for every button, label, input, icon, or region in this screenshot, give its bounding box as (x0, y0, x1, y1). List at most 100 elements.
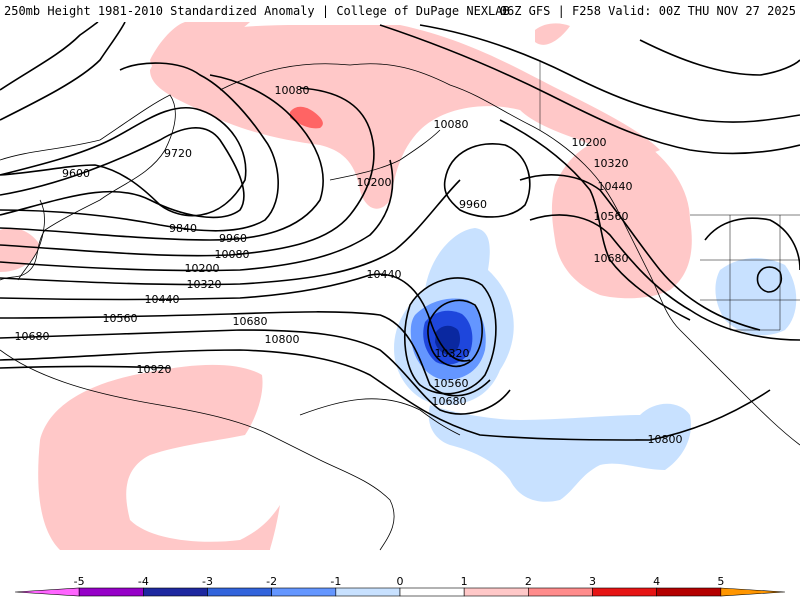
positive-anomaly-upper-right (535, 23, 570, 45)
contour-10680 (0, 329, 511, 415)
svg-text:10200: 10200 (572, 136, 607, 149)
label-10680-d: 10680 (594, 252, 629, 265)
contour-9600 (0, 106, 247, 217)
svg-text:10200: 10200 (357, 176, 392, 189)
negative-anomaly-south (428, 403, 691, 502)
svg-text:9960: 9960 (219, 232, 247, 245)
legend-swatch (78, 587, 144, 597)
svg-text:10800: 10800 (265, 333, 300, 346)
contour-ridge-west-2 (519, 174, 761, 331)
legend-swatch (463, 587, 529, 597)
header-bar: 250mb Height 1981-2010 Standardized Anom… (0, 0, 800, 22)
legend-swatch (399, 587, 465, 597)
legend-swatch (14, 587, 80, 597)
legend-label: -4 (138, 575, 149, 588)
svg-text:10800: 10800 (648, 433, 683, 446)
contour-east-pacific-low-2 (404, 277, 497, 395)
svg-text:10680: 10680 (594, 252, 629, 265)
contour-9840 (0, 62, 279, 232)
label-9960-b: 9960 (459, 198, 487, 211)
legend-swatch (528, 587, 593, 597)
label-10080-b: 10080 (434, 118, 469, 131)
label-9720: 9720 (164, 147, 192, 160)
label-10440-b: 10440 (367, 268, 402, 281)
legend-label: -1 (330, 575, 341, 588)
svg-text:10320: 10320 (594, 157, 629, 170)
legend-swatch (207, 587, 272, 597)
svg-text:9720: 9720 (164, 147, 192, 160)
contour-10560 (0, 311, 491, 397)
coastlines (0, 63, 800, 551)
svg-text:10560: 10560 (103, 312, 138, 325)
svg-text:10440: 10440 (598, 180, 633, 193)
contour-trough-interior (704, 217, 800, 271)
contour-north-arc-2 (0, 22, 126, 121)
contour-east-pacific-low-1 (427, 299, 483, 368)
label-10080-c: 10080 (215, 248, 250, 261)
label-10800-b: 10800 (648, 433, 683, 446)
legend-swatch (656, 587, 722, 597)
coast-pacific-islands (0, 349, 321, 461)
coast-aleutians (329, 129, 441, 181)
label-10200-b: 10200 (185, 262, 220, 275)
svg-text:9960: 9960 (459, 198, 487, 211)
label-10680-b: 10680 (233, 315, 268, 328)
contour-10320 (0, 179, 461, 286)
svg-text:10440: 10440 (145, 293, 180, 306)
label-10560-c: 10560 (594, 210, 629, 223)
run-info: 06Z GFS | F258 Valid: 00Z THU NOV 27 202… (499, 4, 796, 18)
svg-text:10680: 10680 (432, 395, 467, 408)
legend-swatch (592, 587, 657, 597)
svg-text:10320: 10320 (435, 347, 470, 360)
svg-text:10560: 10560 (434, 377, 469, 390)
anomaly-shading (0, 22, 797, 550)
positive-anomaly-north (150, 25, 660, 209)
negative-anomaly-interior-west (715, 258, 797, 336)
legend-swatch (720, 587, 786, 597)
coast-australia-north (319, 459, 395, 551)
coast-hawaii-chain (299, 398, 461, 436)
label-10440-c: 10440 (598, 180, 633, 193)
label-10320-c: 10320 (594, 157, 629, 170)
svg-text:9600: 9600 (62, 167, 90, 180)
contour-10080 (0, 87, 375, 257)
label-9600: 9600 (62, 167, 90, 180)
label-10320-a: 10320 (187, 278, 222, 291)
label-10680-c: 10680 (432, 395, 467, 408)
label-10800-a: 10800 (265, 333, 300, 346)
svg-text:10440: 10440 (367, 268, 402, 281)
contour-low-9960 (443, 143, 531, 218)
legend-label: -5 (74, 575, 85, 588)
negative-anomaly-core (435, 325, 460, 355)
coast-alaska (219, 63, 800, 446)
svg-text:9840: 9840 (169, 222, 197, 235)
label-10680-a: 10680 (15, 330, 50, 343)
anomaly-map: 1008097209600100801020098409960100801020… (0, 22, 800, 551)
legend-label: -2 (266, 575, 277, 588)
contour-north-ring-1 (419, 24, 800, 123)
svg-text:10320: 10320 (187, 278, 222, 291)
svg-text:10920: 10920 (137, 363, 172, 376)
contour-labels: 1008097209600100801020098409960100801020… (15, 84, 683, 446)
label-10080-a: 10080 (275, 84, 310, 97)
legend-label: 2 (525, 575, 532, 588)
coast-japan (17, 199, 45, 281)
positive-anomaly-southwest (38, 364, 281, 550)
legend-label: 4 (653, 575, 660, 588)
label-10560-a: 10560 (103, 312, 138, 325)
label-10200-c: 10200 (572, 136, 607, 149)
legend-label: 1 (461, 575, 468, 588)
label-10320-b: 10320 (435, 347, 470, 360)
label-10200-a: 10200 (357, 176, 392, 189)
label-10440-a: 10440 (145, 293, 180, 306)
contour-north-ring-3 (639, 39, 800, 76)
contour-interior-low (756, 266, 783, 293)
contour-ridge-west-1 (499, 119, 691, 321)
svg-text:10080: 10080 (275, 84, 310, 97)
label-9960-a: 9960 (219, 232, 247, 245)
label-10920: 10920 (137, 363, 172, 376)
color-legend: -5 -4 -3 -2 -1 0 1 2 3 4 5 (0, 572, 800, 600)
svg-text:10200: 10200 (185, 262, 220, 275)
contour-10440 (0, 273, 471, 362)
legend-label: 3 (589, 575, 596, 588)
